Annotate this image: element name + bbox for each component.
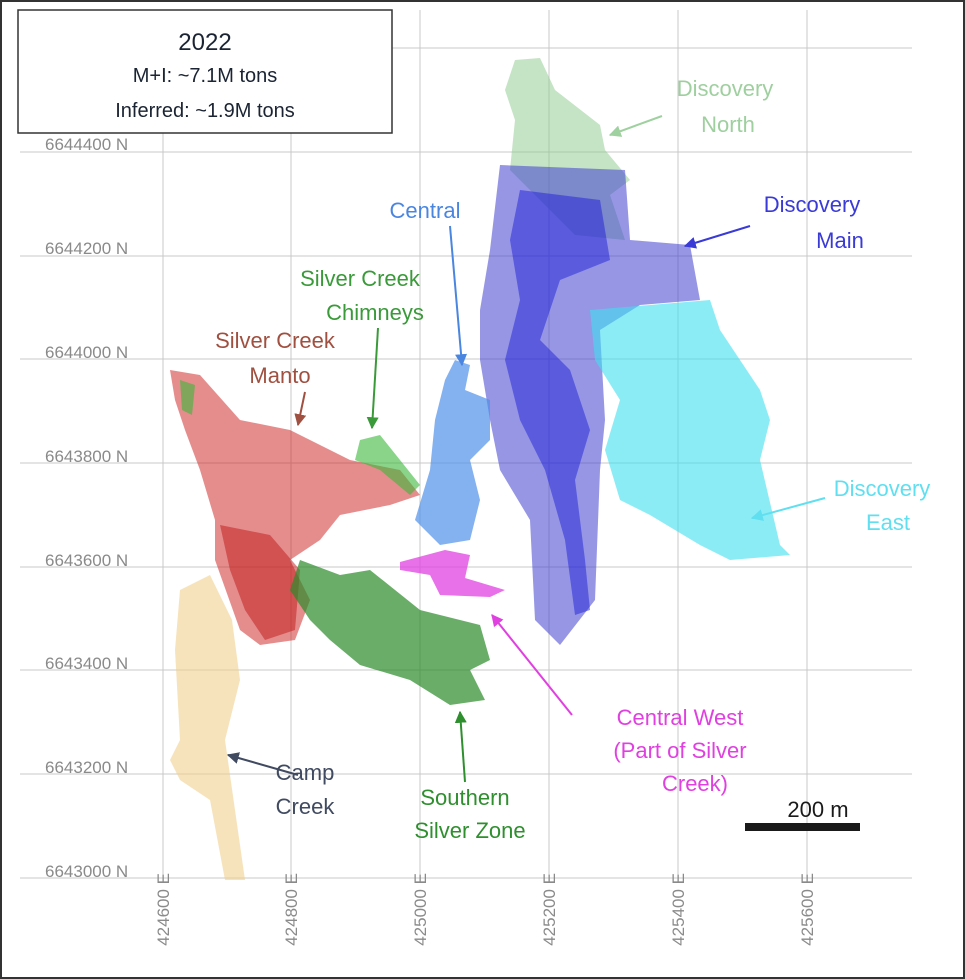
central-body	[415, 360, 490, 545]
easting-label: 425400 E	[669, 873, 688, 946]
zone-label: Silver Creek	[215, 328, 336, 353]
zone-label: Discovery	[677, 76, 774, 101]
northing-labels: 6644400 N 6644200 N 6644000 N 6643800 N …	[45, 135, 128, 881]
scale-bar-label: 200 m	[787, 797, 848, 822]
zone-label: Main	[816, 228, 864, 253]
zone-labels: Discovery North Discovery Main Central S…	[215, 76, 930, 843]
northing-label: 6643200 N	[45, 758, 128, 777]
easting-labels: 424600 E 424800 E 425000 E 425200 E 4254…	[154, 873, 817, 946]
northing-label: 6643000 N	[45, 862, 128, 881]
discovery-east-body	[590, 300, 790, 560]
scale-bar: 200 m	[745, 797, 860, 831]
zone-label: Manto	[249, 363, 310, 388]
northing-label: 6643800 N	[45, 447, 128, 466]
info-year: 2022	[178, 29, 231, 56]
northing-label: 6644200 N	[45, 239, 128, 258]
discovery-main-core	[505, 190, 610, 615]
zone-label: Creek	[276, 794, 336, 819]
zone-label: Discovery	[834, 476, 931, 501]
info-box-frame	[17, 9, 393, 134]
central-west-body	[400, 550, 505, 597]
silver-creek-manto-core	[220, 525, 300, 640]
ore-bodies	[170, 58, 790, 880]
northing-label: 6644400 N	[45, 135, 128, 154]
zone-label: Chimneys	[326, 300, 424, 325]
easting-label: 424600 E	[154, 873, 173, 946]
easting-label: 425200 E	[540, 873, 559, 946]
zone-label: Creek)	[662, 771, 728, 796]
zone-label: Camp	[276, 760, 335, 785]
zone-label: Discovery	[764, 192, 861, 217]
scale-bar-rect	[745, 823, 860, 831]
zone-label: North	[701, 112, 755, 137]
easting-label: 425000 E	[411, 873, 430, 946]
easting-label: 424800 E	[282, 873, 301, 946]
northing-label: 6643400 N	[45, 654, 128, 673]
silver-creek-chimneys-body	[180, 380, 420, 495]
info-line: Inferred: ~1.9M tons	[115, 100, 295, 122]
arrows	[226, 115, 826, 783]
zone-label: Silver Zone	[414, 818, 525, 843]
zone-label: Central West	[617, 705, 744, 730]
zone-label: (Part of Silver	[613, 738, 746, 763]
easting-label: 425600 E	[798, 873, 817, 946]
zone-label: East	[866, 510, 910, 535]
zone-label: Silver Creek	[300, 266, 421, 291]
camp-creek-body	[170, 575, 245, 880]
info-box: 2022 M+I: ~7.1M tons Inferred: ~1.9M ton…	[17, 9, 393, 134]
zone-label: Central	[390, 198, 461, 223]
southern-silver-zone-body	[290, 560, 490, 705]
northing-label: 6644000 N	[45, 343, 128, 362]
zone-label: Southern	[420, 785, 509, 810]
northing-label: 6643600 N	[45, 551, 128, 570]
info-line: M+I: ~7.1M tons	[133, 65, 278, 87]
